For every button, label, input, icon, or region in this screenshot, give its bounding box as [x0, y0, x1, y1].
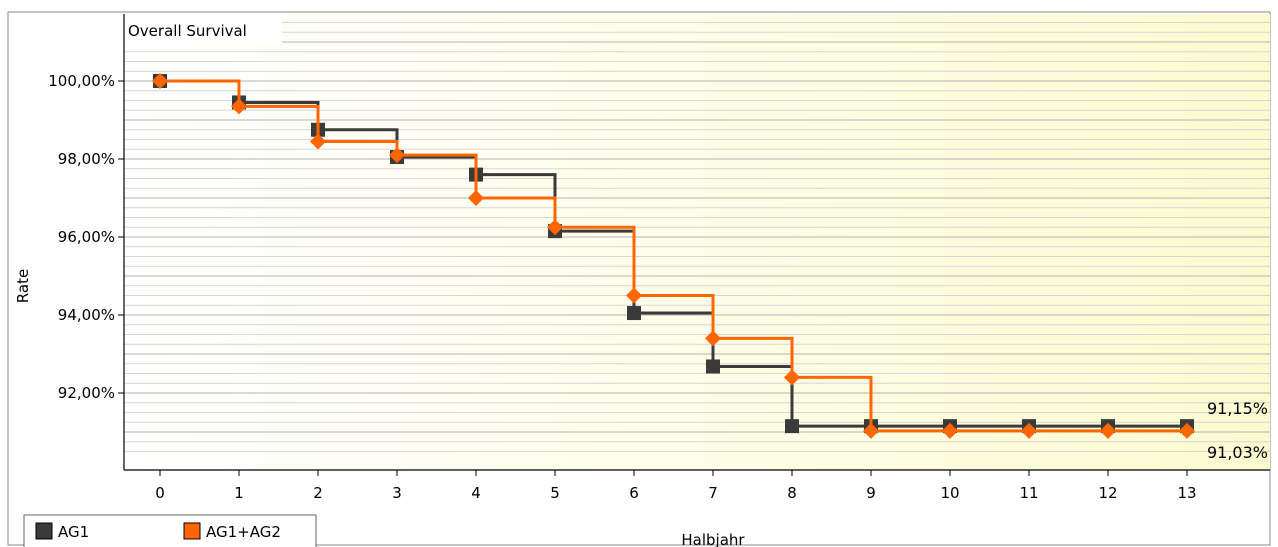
data-point-diamond: [1021, 422, 1037, 439]
legend-swatch: [35, 522, 53, 540]
data-point-diamond: [152, 73, 168, 89]
series-layer: [152, 73, 1195, 439]
y-axis-title: Rate: [14, 269, 32, 303]
data-point-diamond: [389, 147, 405, 164]
x-tick-label: 7: [708, 484, 718, 502]
end-label-ag1-ag2: 91,03%: [1207, 443, 1268, 462]
data-point-diamond: [468, 190, 484, 206]
chart-title: Overall Survival: [128, 22, 247, 40]
data-point-diamond: [1179, 422, 1195, 439]
y-tick-label: 100,00%: [48, 72, 115, 90]
x-axis-title: Halbjahr: [681, 531, 745, 547]
title-box-bg: [124, 14, 282, 44]
gridlines: [124, 22, 1270, 452]
x-tick-label: 9: [866, 484, 876, 502]
data-point-square: [627, 306, 641, 321]
y-tick-label: 94,00%: [58, 306, 115, 324]
legend-box: [23, 514, 317, 547]
y-tick-label: 92,00%: [58, 384, 115, 402]
x-tick-label: 6: [629, 484, 639, 502]
x-tick-label: 13: [1177, 484, 1196, 502]
legend-label: AG1+AG2: [206, 523, 281, 541]
end-labels: 91,15% 91,03%: [1207, 399, 1268, 462]
data-point-square: [785, 419, 799, 434]
data-point-diamond: [310, 133, 326, 150]
data-point-diamond: [1100, 422, 1116, 439]
legend: AG1 AG1+AG2: [23, 514, 317, 547]
series-line: [160, 79, 1187, 433]
x-tick-label: 5: [550, 484, 560, 502]
x-tick-label: 4: [471, 484, 481, 502]
y-tick-label: 96,00%: [58, 228, 115, 246]
y-ticks: 92,00% 94,00% 96,00% 98,00% 100,00%: [48, 72, 124, 402]
series-ag1-ag2: [152, 73, 1195, 439]
legend-swatch: [183, 522, 201, 540]
x-tick-label: 8: [787, 484, 797, 502]
y-tick-label: 98,00%: [58, 150, 115, 168]
x-tick-label: 1: [234, 484, 244, 502]
data-point-diamond: [231, 98, 247, 115]
legend-label: AG1: [58, 523, 89, 541]
x-tick-label: 0: [155, 484, 165, 502]
x-tick-label: 10: [940, 484, 959, 502]
data-point-diamond: [784, 369, 800, 386]
data-point-diamond: [705, 330, 721, 347]
x-ticks: 0 1 2 3 4 5 6 7 8 9 10 11 12 13: [155, 470, 1197, 502]
data-point-diamond: [547, 219, 563, 236]
data-point-diamond: [942, 422, 958, 439]
data-point-square: [706, 359, 720, 374]
x-tick-label: 11: [1019, 484, 1038, 502]
x-tick-label: 3: [392, 484, 402, 502]
end-label-ag1: 91,15%: [1207, 399, 1268, 418]
x-tick-label: 12: [1098, 484, 1117, 502]
data-point-diamond: [626, 287, 642, 304]
data-point-diamond: [863, 422, 879, 439]
plot-area: [124, 14, 1270, 470]
x-tick-label: 2: [313, 484, 323, 502]
